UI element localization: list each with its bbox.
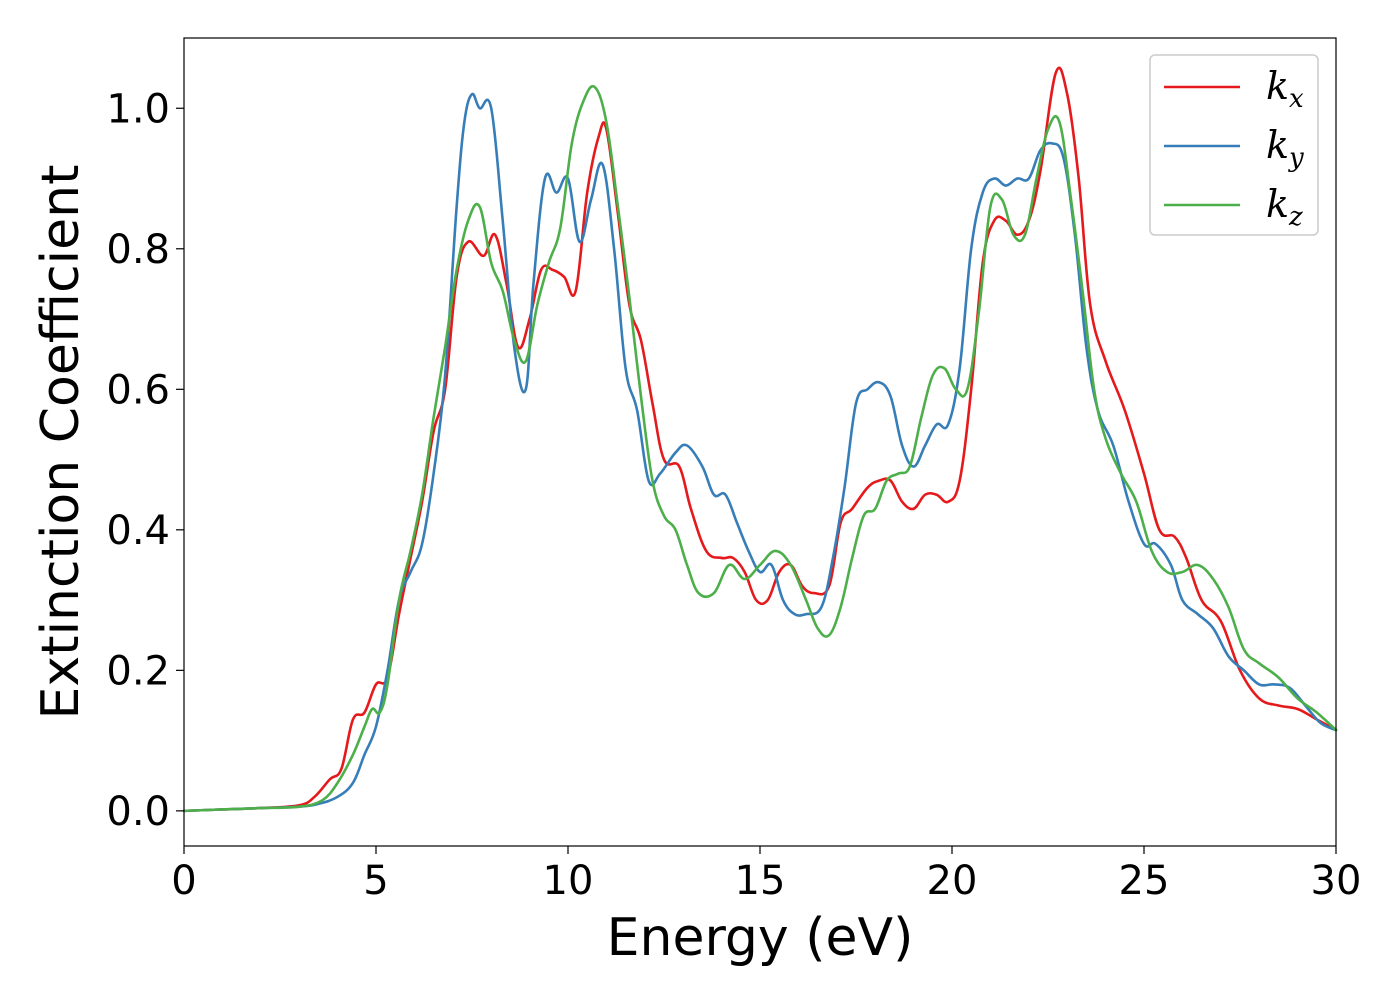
y-tick-label: 0.0 — [106, 789, 170, 835]
x-tick-label: 25 — [1119, 858, 1170, 904]
plot-frame — [183, 37, 1337, 847]
series-line-x — [182, 66, 1338, 813]
legend: kx ky kz — [1149, 54, 1319, 236]
x-tick-label: 15 — [735, 858, 786, 904]
legend-label-z: kz — [1266, 182, 1303, 232]
y-tick-label: 0.8 — [106, 227, 170, 273]
series-layer — [182, 66, 1338, 813]
y-tick-label: 0.4 — [106, 508, 170, 554]
y-tick-label: 1.0 — [106, 86, 170, 132]
y-axis-title: Extinction Coefficient — [31, 165, 91, 720]
x-axis-title: Energy (eV) — [607, 908, 914, 968]
x-tick-label: 30 — [1311, 858, 1362, 904]
x-tick-label: 5 — [363, 858, 388, 904]
x-tick-label: 10 — [543, 858, 594, 904]
ticks-layer: 0 5 10 15 20 25 30 0.0 0.2 0.4 0.6 0.8 1.0 — [106, 86, 1361, 904]
x-tick-label: 20 — [927, 858, 978, 904]
y-tick-label: 0.2 — [106, 648, 170, 694]
x-tick-label: 0 — [171, 858, 196, 904]
legend-label-y: ky — [1266, 123, 1304, 173]
series-line-y — [182, 92, 1338, 813]
legend-label-x: kx — [1266, 64, 1304, 114]
series-line-z — [182, 84, 1338, 813]
y-tick-label: 0.6 — [106, 367, 170, 413]
